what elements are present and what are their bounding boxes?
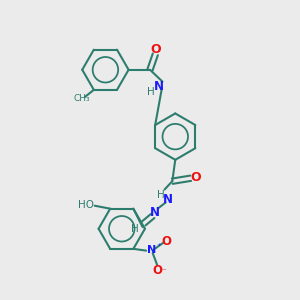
Text: O: O bbox=[151, 43, 161, 56]
Text: ⁺: ⁺ bbox=[156, 242, 161, 251]
Text: H: H bbox=[147, 87, 154, 97]
Text: N: N bbox=[147, 245, 156, 255]
Text: CH₃: CH₃ bbox=[73, 94, 90, 103]
Text: N: N bbox=[154, 80, 164, 93]
Text: HO: HO bbox=[78, 200, 94, 210]
Text: H: H bbox=[131, 224, 139, 234]
Text: O: O bbox=[162, 235, 172, 248]
Text: O: O bbox=[153, 264, 163, 277]
Text: ⁻: ⁻ bbox=[161, 267, 166, 276]
Text: N: N bbox=[150, 206, 160, 219]
Text: N: N bbox=[163, 193, 172, 206]
Text: O: O bbox=[190, 171, 201, 184]
Text: H: H bbox=[157, 190, 165, 200]
